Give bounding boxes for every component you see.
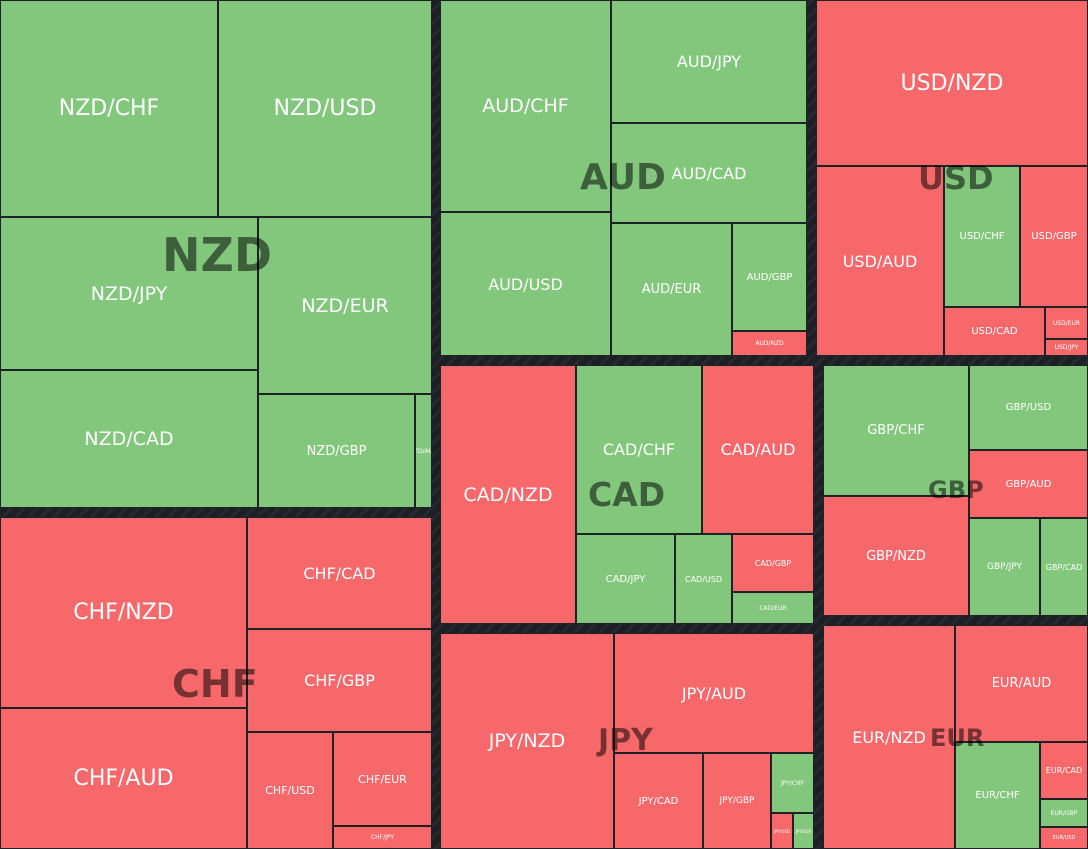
tile-cad-aud[interactable]: CAD/AUD bbox=[702, 365, 814, 534]
tile-gbp-jpy[interactable]: GBP/JPY bbox=[969, 518, 1040, 616]
tile-usd-eur[interactable]: USD/EUR bbox=[1045, 307, 1088, 339]
tile-cad-chf[interactable]: CAD/CHF bbox=[576, 365, 702, 534]
tile-gbp-aud[interactable]: GBP/AUD bbox=[969, 450, 1088, 518]
tile-cad-jpy[interactable]: CAD/JPY bbox=[576, 534, 675, 624]
tile-nzd-aud[interactable]: ZD/AU bbox=[415, 394, 432, 508]
tile-nzd-gbp[interactable]: NZD/GBP bbox=[258, 394, 415, 508]
tile-aud-gbp[interactable]: AUD/GBP bbox=[732, 223, 807, 331]
tile-cad-nzd[interactable]: CAD/NZD bbox=[440, 365, 576, 624]
tile-aud-eur[interactable]: AUD/EUR bbox=[611, 223, 732, 356]
tile-usd-cad[interactable]: USD/CAD bbox=[944, 307, 1045, 356]
tile-aud-jpy[interactable]: AUD/JPY bbox=[611, 0, 807, 123]
tile-cad-gbp[interactable]: CAD/GBP bbox=[732, 534, 814, 592]
tile-usd-gbp[interactable]: USD/GBP bbox=[1020, 166, 1088, 307]
tile-chf-gbp[interactable]: CHF/GBP bbox=[247, 629, 432, 732]
tile-jpy-usd[interactable]: JPY/USD bbox=[771, 813, 793, 849]
tile-usd-nzd[interactable]: USD/NZD bbox=[816, 0, 1088, 166]
tile-jpy-nzd[interactable]: JPY/NZD bbox=[440, 633, 614, 849]
tile-nzd-chf[interactable]: NZD/CHF bbox=[0, 0, 218, 217]
tile-eur-nzd[interactable]: EUR/NZD bbox=[823, 625, 955, 849]
tile-cad-usd[interactable]: CAD/USD bbox=[675, 534, 732, 624]
tile-chf-nzd[interactable]: CHF/NZD bbox=[0, 517, 247, 708]
tile-jpy-gbp[interactable]: JPY/GBP bbox=[703, 753, 771, 849]
tile-aud-cad[interactable]: AUD/CAD bbox=[611, 123, 807, 223]
tile-chf-jpy[interactable]: CHF/JPY bbox=[333, 826, 432, 849]
tile-eur-gbp[interactable]: EUR/GBP bbox=[1040, 799, 1088, 827]
tile-eur-aud[interactable]: EUR/AUD bbox=[955, 625, 1088, 742]
tile-cad-eur[interactable]: CAD/EUR bbox=[732, 592, 814, 624]
tile-nzd-usd[interactable]: NZD/USD bbox=[218, 0, 432, 217]
tile-gbp-chf[interactable]: GBP/CHF bbox=[823, 365, 969, 496]
tile-usd-aud[interactable]: USD/AUD bbox=[816, 166, 944, 356]
tile-eur-usd[interactable]: EUR/USD bbox=[1040, 827, 1088, 849]
tile-usd-chf[interactable]: USD/CHF bbox=[944, 166, 1020, 307]
tile-chf-cad[interactable]: CHF/CAD bbox=[247, 517, 432, 629]
tile-chf-usd[interactable]: CHF/USD bbox=[247, 732, 333, 849]
tile-aud-usd[interactable]: AUD/USD bbox=[440, 212, 611, 356]
tile-nzd-eur[interactable]: NZD/EUR bbox=[258, 217, 432, 394]
tile-chf-aud[interactable]: CHF/AUD bbox=[0, 708, 247, 849]
tile-eur-cad[interactable]: EUR/CAD bbox=[1040, 742, 1088, 799]
tile-chf-eur[interactable]: CHF/EUR bbox=[333, 732, 432, 826]
tile-aud-chf[interactable]: AUD/CHF bbox=[440, 0, 611, 212]
tile-usd-jpy[interactable]: USD/JPY bbox=[1045, 339, 1088, 356]
tile-nzd-jpy[interactable]: NZD/JPY bbox=[0, 217, 258, 370]
tile-jpy-cad[interactable]: JPY/CAD bbox=[614, 753, 703, 849]
tile-jpy-aud[interactable]: JPY/AUD bbox=[614, 633, 814, 753]
tile-gbp-cad[interactable]: GBP/CAD bbox=[1040, 518, 1088, 616]
tile-jpy-chf[interactable]: JPY/CHF bbox=[771, 753, 814, 813]
tile-gbp-nzd[interactable]: GBP/NZD bbox=[823, 496, 969, 616]
tile-nzd-cad[interactable]: NZD/CAD bbox=[0, 370, 258, 508]
tile-eur-chf[interactable]: EUR/CHF bbox=[955, 742, 1040, 849]
tile-aud-nzd[interactable]: AUD/NZD bbox=[732, 331, 807, 356]
tile-gbp-usd[interactable]: GBP/USD bbox=[969, 365, 1088, 450]
tile-jpy-eur[interactable]: JPY/EUR bbox=[793, 813, 814, 849]
